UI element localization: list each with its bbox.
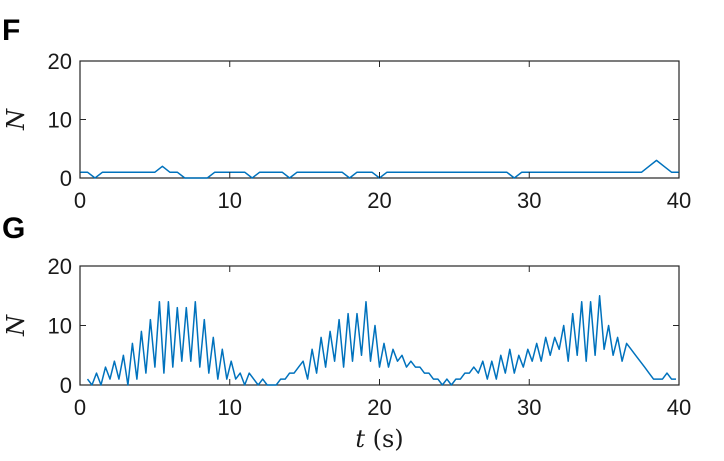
chart-g: 0 10 20 30 40 0 10 20 Nt (s) <box>2 254 691 453</box>
x-tick-label-g: 10 <box>218 395 242 420</box>
y-tick-label-f: 20 <box>48 49 72 74</box>
x-axis-label-g: t (s) <box>355 425 403 453</box>
x-tick-label-g: 20 <box>367 395 391 420</box>
x-tick-label-g: 0 <box>74 395 86 420</box>
y-tick-label-g: 20 <box>48 254 72 279</box>
panel-letter-f: F <box>2 14 21 47</box>
y-tick-label-f: 0 <box>60 166 72 191</box>
plot-frame-f <box>79 60 680 179</box>
y-axis-label-f: N <box>2 108 30 131</box>
series-line-g <box>86 295 676 386</box>
x-tick-label-f: 20 <box>367 188 391 213</box>
y-tick-label-f: 10 <box>48 108 72 133</box>
y-tick-label-g: 0 <box>60 373 72 398</box>
y-axis-label-g: N <box>2 314 30 337</box>
panel-letter-g: G <box>2 212 26 245</box>
x-tick-label-f: 0 <box>74 188 86 213</box>
x-tick-label-g: 40 <box>667 395 691 420</box>
x-tick-label-f: 30 <box>517 188 541 213</box>
chart-f: 0 10 20 30 40 0 10 20 N <box>2 49 691 213</box>
x-tick-label-f: 40 <box>667 188 691 213</box>
x-tick-label-g: 30 <box>517 395 541 420</box>
y-tick-label-g: 10 <box>48 314 72 339</box>
x-tick-label-f: 10 <box>218 188 242 213</box>
